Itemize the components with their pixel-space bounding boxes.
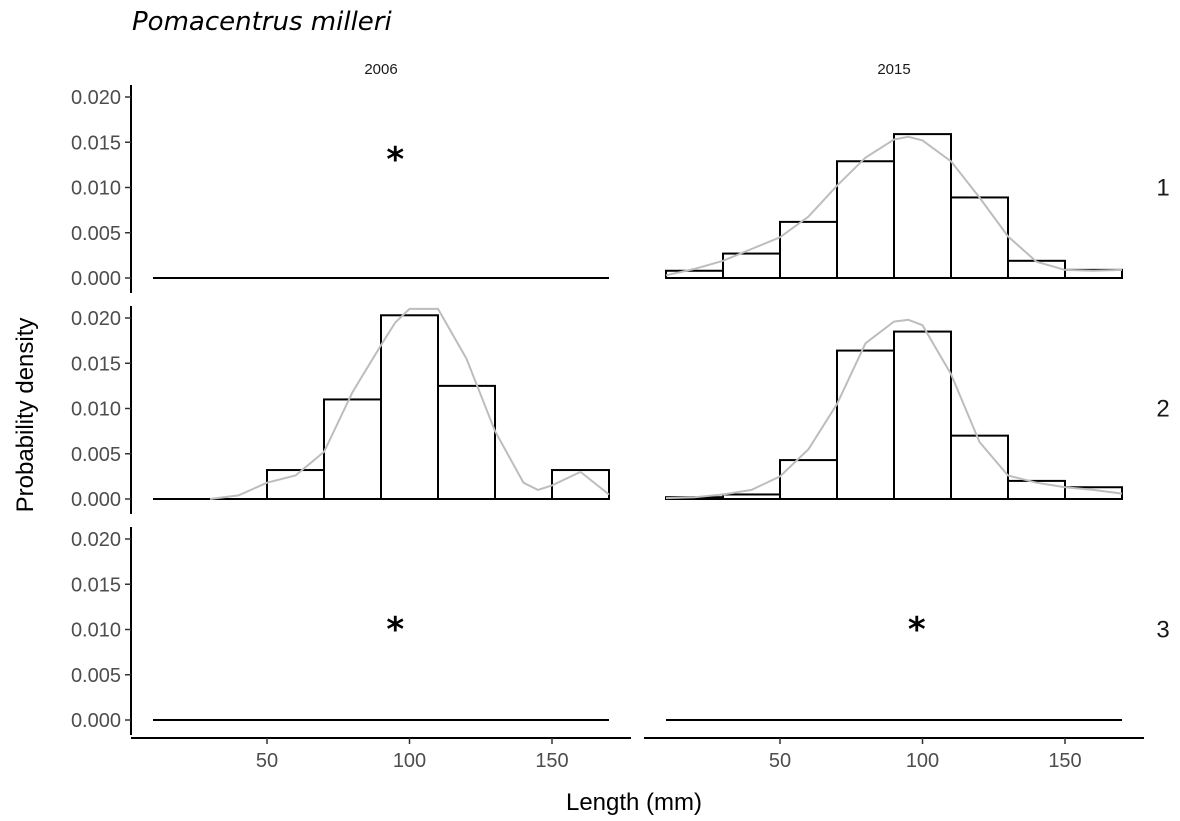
x-tick-label: 50 bbox=[256, 750, 278, 772]
y-tick-label: 0.015 bbox=[71, 132, 121, 154]
y-tick-label: 0.010 bbox=[71, 178, 121, 200]
histogram-bar bbox=[437, 384, 496, 500]
x-tick-label: 150 bbox=[1048, 750, 1081, 772]
y-tick-label: 0.005 bbox=[71, 665, 121, 687]
chart-title: Pomacentrus milleri bbox=[132, 7, 392, 37]
x-tick-label: 50 bbox=[769, 750, 791, 772]
x-tick-label: 100 bbox=[393, 750, 426, 772]
no-data-asterisk: * bbox=[386, 140, 404, 180]
histogram-bar bbox=[950, 196, 1009, 279]
histogram-bar bbox=[836, 349, 895, 500]
y-tick-label: 0.000 bbox=[71, 710, 121, 732]
no-data-asterisk: * bbox=[386, 610, 404, 650]
density-curve bbox=[665, 135, 1123, 277]
histogram-bar bbox=[1007, 259, 1066, 279]
histogram-bar bbox=[779, 459, 838, 500]
histogram-bar bbox=[323, 398, 382, 501]
y-tick-label: 0.000 bbox=[71, 268, 121, 290]
histogram-bar bbox=[380, 314, 439, 500]
histogram-bar bbox=[893, 330, 952, 501]
y-axis-label: Probability density bbox=[12, 318, 39, 513]
x-tick-label: 150 bbox=[535, 750, 568, 772]
histogram-bar bbox=[950, 434, 1009, 500]
y-tick-label: 0.015 bbox=[71, 353, 121, 375]
row-strip-label: 1 bbox=[1156, 175, 1169, 202]
x-axis-label: Length (mm) bbox=[566, 789, 702, 816]
column-strip-label: 2006 bbox=[364, 61, 397, 78]
column-strip-label: 2015 bbox=[877, 61, 910, 78]
y-tick-label: 0.020 bbox=[71, 87, 121, 109]
density-curve bbox=[209, 307, 610, 500]
y-tick-label: 0.015 bbox=[71, 574, 121, 596]
y-tick-label: 0.005 bbox=[71, 223, 121, 245]
y-tick-label: 0.005 bbox=[71, 444, 121, 466]
row-strip-label: 2 bbox=[1156, 396, 1169, 423]
no-data-asterisk: * bbox=[908, 610, 926, 650]
histogram-bar bbox=[551, 469, 610, 501]
y-tick-label: 0.010 bbox=[71, 620, 121, 642]
row-strip-label: 3 bbox=[1156, 617, 1169, 644]
y-tick-label: 0.020 bbox=[71, 529, 121, 551]
histogram-bar bbox=[836, 160, 895, 280]
y-tick-label: 0.000 bbox=[71, 489, 121, 511]
panel-layer: 2006 2015 1 2 3 0.000 0.005 0.010 0.015 0.020 0.00… bbox=[71, 61, 1170, 772]
density-curve bbox=[665, 318, 1123, 500]
y-tick-label: 0.010 bbox=[71, 399, 121, 421]
x-tick-label: 100 bbox=[906, 750, 939, 772]
y-tick-label: 0.020 bbox=[71, 308, 121, 330]
